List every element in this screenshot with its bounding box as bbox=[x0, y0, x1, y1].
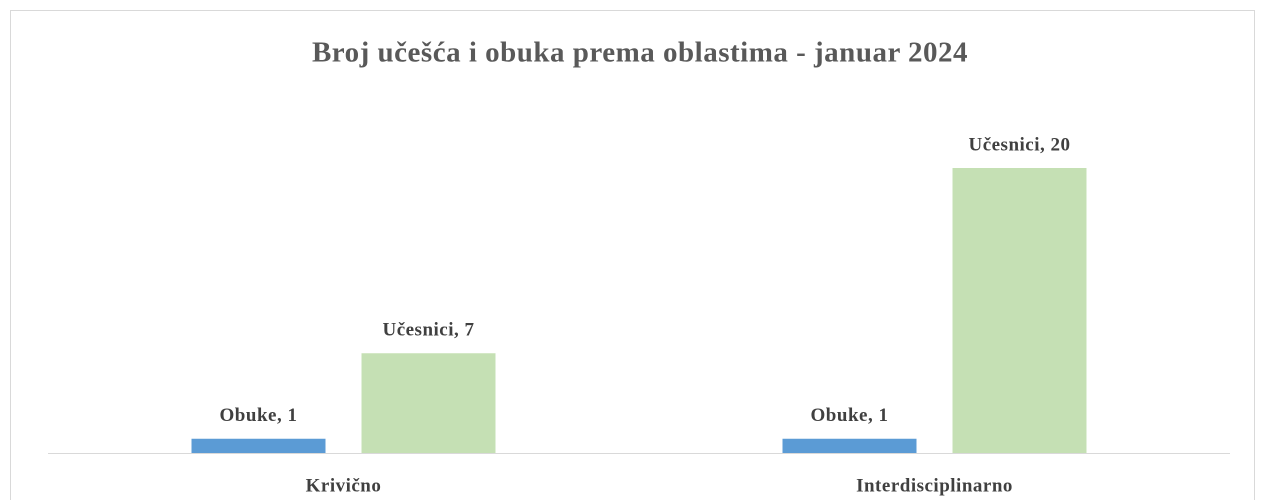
bar bbox=[361, 353, 496, 453]
bar bbox=[782, 438, 917, 453]
bar bbox=[952, 168, 1087, 453]
chart-title: Broj učešća i obuka prema oblastima - ja… bbox=[312, 37, 968, 69]
x-tick-label: Krivično bbox=[306, 475, 382, 496]
data-label: Učesnici, 7 bbox=[382, 320, 474, 341]
x-tick-label: Interdisciplinarno bbox=[856, 475, 1013, 496]
data-label: Obuke, 1 bbox=[811, 405, 889, 426]
data-label: Obuke, 1 bbox=[220, 405, 298, 426]
data-label: Učesnici, 20 bbox=[968, 134, 1070, 155]
bar bbox=[191, 438, 326, 453]
